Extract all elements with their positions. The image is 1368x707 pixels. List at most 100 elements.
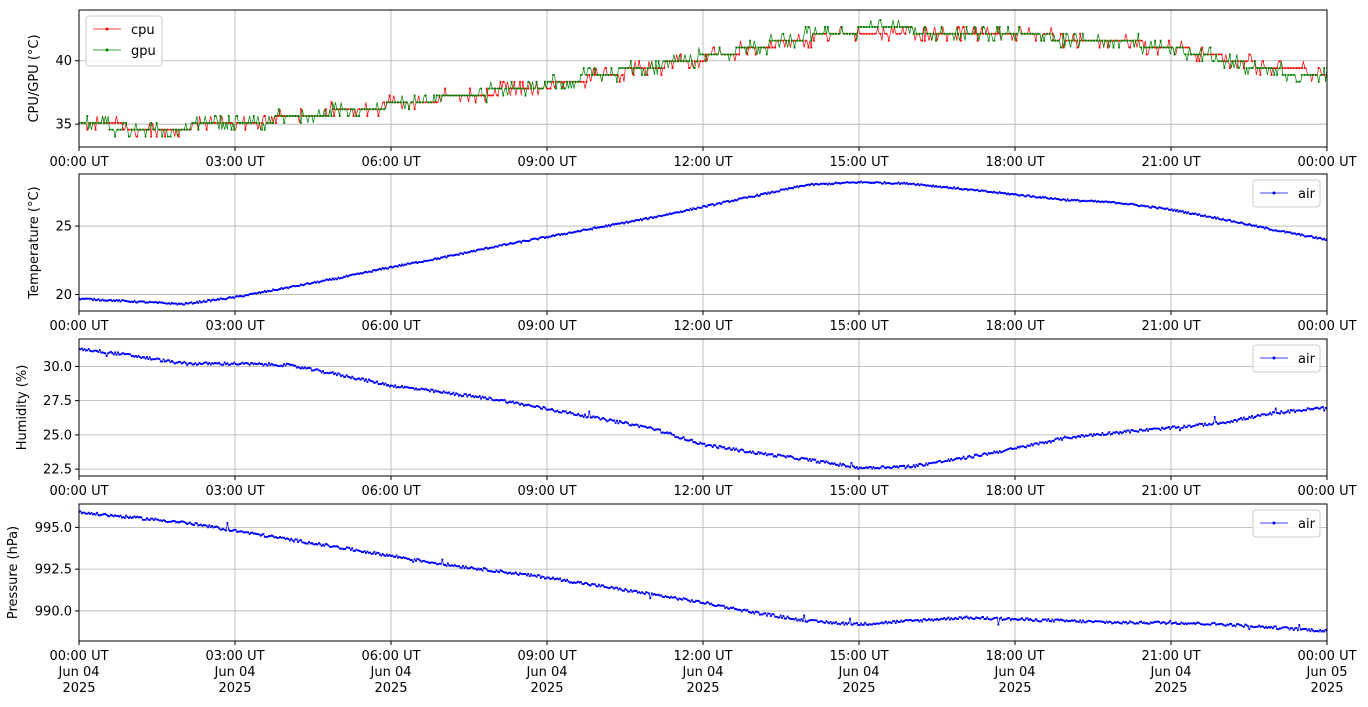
legend-marker-air — [1272, 521, 1276, 525]
legend-label-air: air — [1298, 187, 1316, 202]
x-tick-label: 12:00 UT — [673, 649, 732, 664]
y-tick-label: 30.0 — [43, 360, 72, 375]
x-tick-date-label: Jun 04 — [214, 665, 256, 680]
series-air — [79, 180, 1327, 306]
y-tick-label: 25.0 — [43, 428, 72, 443]
x-tick-label: 18:00 UT — [985, 484, 1044, 499]
legend-box — [1252, 344, 1321, 373]
y-tick-label: 27.5 — [43, 394, 72, 409]
legend: air — [1252, 179, 1321, 208]
x-tick-label: 15:00 UT — [829, 649, 888, 664]
x-tick-label: 09:00 UT — [517, 155, 576, 170]
x-tick-year-label: 2025 — [686, 681, 719, 696]
legend-box — [85, 15, 163, 67]
x-tick-year-label: 2025 — [218, 681, 251, 696]
x-tick-label: 00:00 UT — [1297, 649, 1356, 664]
x-tick-label: 15:00 UT — [829, 484, 888, 499]
x-tick-date-label: Jun 04 — [526, 665, 568, 680]
x-tick-label: 15:00 UT — [829, 319, 888, 334]
legend-label-cpu: cpu — [131, 23, 155, 38]
series-air — [79, 347, 1327, 470]
x-tick-date-label: Jun 04 — [994, 665, 1036, 680]
legend-label-air: air — [1298, 352, 1316, 367]
x-tick-label: 00:00 UT — [1297, 155, 1356, 170]
x-tick-label: 00:00 UT — [49, 155, 108, 170]
x-tick-year-label: 2025 — [842, 681, 875, 696]
x-tick-label: 12:00 UT — [673, 155, 732, 170]
legend-box — [1252, 509, 1321, 538]
x-tick-label: 06:00 UT — [361, 319, 420, 334]
x-tick-label: 00:00 UT — [1297, 484, 1356, 499]
x-tick-label: 18:00 UT — [985, 319, 1044, 334]
x-tick-label: 18:00 UT — [985, 155, 1044, 170]
x-tick-date-label: Jun 04 — [1150, 665, 1192, 680]
x-tick-label: 06:00 UT — [361, 155, 420, 170]
x-tick-label: 09:00 UT — [517, 484, 576, 499]
legend-marker-air — [1272, 191, 1276, 195]
y-axis-label: CPU/GPU (°C) — [27, 34, 42, 122]
x-tick-year-label: 2025 — [62, 681, 95, 696]
legend-marker-cpu — [105, 27, 109, 31]
panel-2: 20 25 00:00 UT 03:00 UT 06:00 UT 09:00 UT 12:0… — [27, 173, 1357, 334]
x-tick-label: 21:00 UT — [1141, 484, 1200, 499]
legend-marker-air — [1272, 356, 1276, 360]
x-tick-label: 06:00 UT — [361, 484, 420, 499]
y-axis-label: Temperature (°C) — [27, 186, 42, 299]
y-tick-label: 990.0 — [35, 604, 72, 619]
x-tick-label: 18:00 UT — [985, 649, 1044, 664]
y-tick-label: 40 — [55, 54, 72, 69]
x-tick-label: 03:00 UT — [205, 319, 264, 334]
legend-box — [1252, 179, 1321, 208]
x-tick-date-label: Jun 04 — [682, 665, 724, 680]
x-tick-year-label: 2025 — [374, 681, 407, 696]
y-tick-label: 22.5 — [43, 463, 72, 478]
x-tick-label: 03:00 UT — [205, 649, 264, 664]
x-tick-label: 09:00 UT — [517, 649, 576, 664]
x-tick-label: 03:00 UT — [205, 155, 264, 170]
x-tick-label: 00:00 UT — [1297, 319, 1356, 334]
x-tick-label: 00:00 UT — [49, 319, 108, 334]
x-tick-label: 15:00 UT — [829, 155, 888, 170]
x-tick-label: 12:00 UT — [673, 319, 732, 334]
x-tick-year-label: 2025 — [998, 681, 1031, 696]
x-tick-label: 06:00 UT — [361, 649, 420, 664]
y-tick-label: 992.5 — [35, 563, 72, 578]
y-axis-label: Pressure (hPa) — [6, 526, 21, 619]
panel-3: 22.5 25.0 27.5 30.0 00:00 UT 03:00 UT 06:00 UT… — [15, 338, 1357, 499]
x-tick-label: 03:00 UT — [205, 484, 264, 499]
series-markers-air — [79, 510, 1327, 633]
x-tick-date-label: Jun 05 — [1306, 665, 1348, 680]
x-tick-label: 00:00 UT — [49, 649, 108, 664]
series-markers-air — [79, 347, 1327, 470]
y-tick-label: 995.0 — [35, 521, 72, 536]
x-tick-date-label: Jun 04 — [58, 665, 100, 680]
panel-1: 35 40 00:00 UT 03:00 UT 06:00 UT 09:00 UT 12:0… — [27, 9, 1357, 170]
y-tick-label: 35 — [55, 118, 72, 133]
series-gpu — [79, 19, 1327, 138]
x-tick-label: 09:00 UT — [517, 319, 576, 334]
legend: air — [1252, 344, 1321, 373]
series-markers-air — [79, 180, 1327, 306]
x-tick-year-label: 2025 — [1310, 681, 1343, 696]
x-tick-label: 12:00 UT — [673, 484, 732, 499]
y-tick-label: 25 — [55, 220, 72, 235]
x-tick-label: 21:00 UT — [1141, 319, 1200, 334]
y-axis-label: Humidity (%) — [15, 365, 30, 451]
series-markers-gpu — [79, 19, 1327, 138]
legend-marker-gpu — [105, 48, 109, 52]
x-tick-label: 00:00 UT — [49, 484, 108, 499]
legend-label-air: air — [1298, 517, 1316, 532]
legend: cpu gpu — [85, 15, 163, 67]
x-tick-year-label: 2025 — [530, 681, 563, 696]
x-tick-date-label: Jun 04 — [370, 665, 412, 680]
y-tick-label: 20 — [55, 288, 72, 303]
series-air — [79, 510, 1327, 633]
x-tick-label: 21:00 UT — [1141, 155, 1200, 170]
x-tick-year-label: 2025 — [1154, 681, 1187, 696]
legend: air — [1252, 509, 1321, 538]
x-tick-label: 21:00 UT — [1141, 649, 1200, 664]
x-tick-date-label: Jun 04 — [838, 665, 880, 680]
legend-label-gpu: gpu — [131, 44, 156, 59]
